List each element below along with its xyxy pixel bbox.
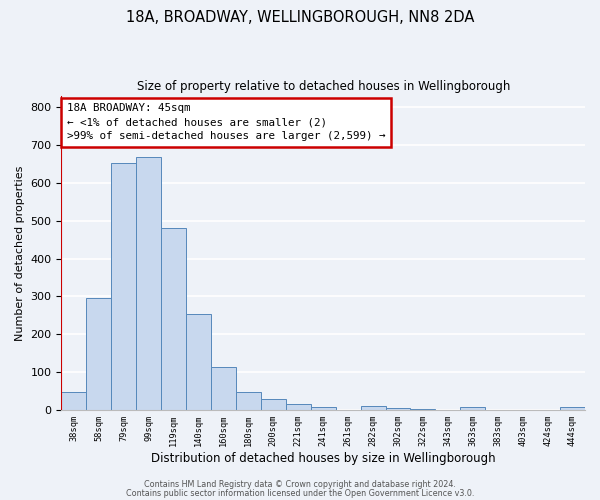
Bar bbox=[311, 407, 335, 410]
X-axis label: Distribution of detached houses by size in Wellingborough: Distribution of detached houses by size … bbox=[151, 452, 496, 465]
Bar bbox=[460, 407, 485, 410]
Bar bbox=[560, 407, 585, 410]
Bar bbox=[186, 314, 211, 410]
Bar bbox=[211, 367, 236, 410]
Text: Contains public sector information licensed under the Open Government Licence v3: Contains public sector information licen… bbox=[126, 488, 474, 498]
Bar bbox=[86, 298, 111, 410]
Text: 18A BROADWAY: 45sqm
← <1% of detached houses are smaller (2)
>99% of semi-detach: 18A BROADWAY: 45sqm ← <1% of detached ho… bbox=[67, 104, 385, 142]
Bar bbox=[161, 228, 186, 410]
Text: 18A, BROADWAY, WELLINGBOROUGH, NN8 2DA: 18A, BROADWAY, WELLINGBOROUGH, NN8 2DA bbox=[126, 10, 474, 25]
Bar bbox=[111, 163, 136, 410]
Bar bbox=[61, 392, 86, 410]
Bar bbox=[286, 404, 311, 410]
Bar bbox=[261, 400, 286, 410]
Bar bbox=[410, 408, 436, 410]
Bar bbox=[386, 408, 410, 410]
Text: Contains HM Land Registry data © Crown copyright and database right 2024.: Contains HM Land Registry data © Crown c… bbox=[144, 480, 456, 489]
Bar bbox=[236, 392, 261, 410]
Y-axis label: Number of detached properties: Number of detached properties bbox=[15, 165, 25, 340]
Title: Size of property relative to detached houses in Wellingborough: Size of property relative to detached ho… bbox=[137, 80, 510, 93]
Bar bbox=[136, 158, 161, 410]
Bar bbox=[361, 406, 386, 410]
